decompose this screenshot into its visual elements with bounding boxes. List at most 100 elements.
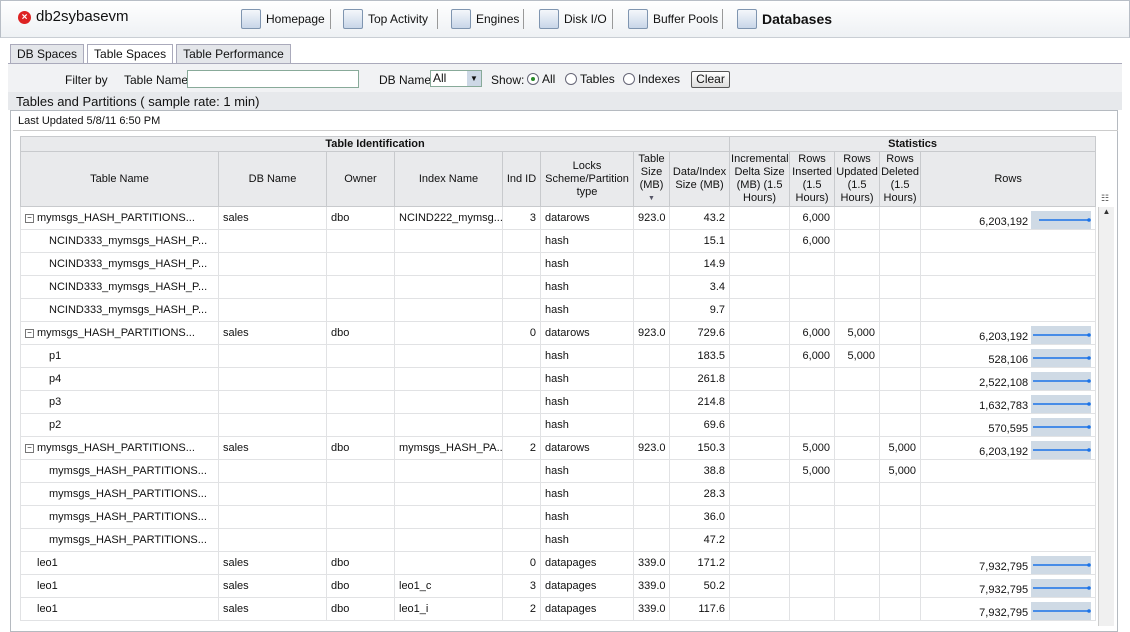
scrollbar[interactable]: ▲	[1098, 207, 1114, 626]
scroll-up[interactable]: ▲	[1102, 207, 1111, 216]
column-header[interactable]: Data/Index Size (MB)	[668, 151, 731, 207]
nav-item[interactable]: Engines	[451, 9, 519, 29]
table-cell	[834, 597, 881, 621]
table-row[interactable]: NCIND333_mymsgs_HASH_P... hash 15.1 6,000	[20, 229, 1097, 253]
radio-option[interactable]: Indexes	[623, 72, 680, 86]
table-row[interactable]: leo1 sales dbo leo1_c 3 datapages 339.0 50.2 7,9…	[20, 574, 1097, 598]
column-header[interactable]: Rows	[920, 151, 1097, 207]
cell-text: 729.6	[697, 327, 726, 339]
table-row[interactable]: p1 hash 183.5 6,000 5,000 528,106	[20, 344, 1097, 368]
nav-item[interactable]: Disk I/O	[539, 9, 607, 29]
column-header[interactable]: Table Name	[20, 151, 219, 207]
column-header[interactable]: Rows Deleted (1.5 Hours)	[879, 151, 922, 207]
cell-text: 3	[529, 212, 536, 224]
table-cell: datapages	[540, 551, 634, 575]
table-row[interactable]: − mymsgs_HASH_PARTITIONS... sales dbo 0 datar…	[20, 321, 1097, 345]
tab[interactable]: Table Performance	[176, 44, 291, 64]
table-cell	[920, 482, 1097, 506]
table-cell: leo1	[20, 574, 219, 598]
column-header[interactable]: Table Size (MB) ▼	[633, 151, 670, 207]
nav-separator	[523, 9, 524, 29]
column-header[interactable]: DB Name	[218, 151, 327, 207]
cell-text: 43.2	[703, 212, 726, 224]
radio-option[interactable]: All	[527, 72, 555, 86]
table-cell	[326, 505, 395, 529]
sparkline	[1031, 602, 1092, 620]
table-cell: 214.8	[668, 390, 731, 414]
table-cell: leo1_i	[394, 597, 503, 621]
column-header[interactable]: Locks Scheme/Partition type	[540, 151, 634, 207]
table-row[interactable]: p4 hash 261.8 2,522,108	[20, 367, 1097, 391]
table-cell	[729, 528, 791, 552]
radio-button[interactable]	[527, 73, 539, 85]
table-cell: 183.5	[668, 344, 731, 368]
table-cell: datarows	[540, 321, 634, 345]
cell-text: NCIND333_mymsgs_HASH_P...	[49, 235, 208, 247]
expand-toggle[interactable]: −	[25, 329, 34, 338]
table-row[interactable]: − mymsgs_HASH_PARTITIONS... sales dbo NCIND2…	[20, 206, 1097, 230]
table-cell	[502, 229, 541, 253]
radio-button[interactable]	[623, 73, 635, 85]
nav-icon	[737, 9, 757, 29]
rows-cell: 7,932,795	[925, 553, 1092, 574]
nav-item[interactable]: Top Activity	[343, 9, 428, 29]
db-name-select[interactable]: All ▼	[430, 70, 482, 87]
tab[interactable]: Table Spaces	[87, 44, 174, 64]
rows-cell: 1,632,783	[925, 392, 1092, 413]
table-row[interactable]: mymsgs_HASH_PARTITIONS... hash 36.0	[20, 505, 1097, 529]
radio-label: All	[542, 72, 556, 86]
column-menu-icon[interactable]: ☷	[1101, 193, 1110, 203]
table-cell: 2	[502, 436, 541, 460]
table-cell: 9.7	[668, 298, 731, 322]
column-header[interactable]: Rows Updated (1.5 Hours)	[834, 151, 881, 207]
close-icon[interactable]: ×	[18, 11, 31, 24]
table-cell: dbo	[326, 574, 395, 598]
table-cell	[729, 551, 791, 575]
nav-item[interactable]: Homepage	[241, 9, 325, 29]
table-row[interactable]: mymsgs_HASH_PARTITIONS... hash 28.3	[20, 482, 1097, 506]
column-header[interactable]: Owner	[326, 151, 395, 207]
table-row[interactable]: leo1 sales dbo leo1_i 2 datapages 339.0 117.6 7,…	[20, 597, 1097, 621]
table-cell: NCIND333_mymsgs_HASH_P...	[20, 275, 219, 299]
radio-option[interactable]: Tables	[565, 72, 615, 86]
table-cell	[326, 413, 395, 437]
table-cell	[834, 298, 881, 322]
clear-button[interactable]: Clear	[691, 71, 730, 88]
tab[interactable]: DB Spaces	[10, 44, 85, 64]
expand-toggle[interactable]: −	[25, 214, 34, 223]
table-cell: sales	[218, 574, 327, 598]
table-cell	[394, 252, 503, 276]
table-row[interactable]: NCIND333_mymsgs_HASH_P... hash 9.7	[20, 298, 1097, 322]
nav-item[interactable]: Buffer Pools	[628, 9, 718, 29]
table-cell: 50.2	[668, 574, 731, 598]
table-row[interactable]: NCIND333_mymsgs_HASH_P... hash 3.4	[20, 275, 1097, 299]
table-cell: sales	[218, 206, 327, 230]
table-cell	[729, 321, 791, 345]
column-header-label: Data/Index Size (MB)	[672, 166, 727, 191]
column-header[interactable]: Ind ID	[502, 151, 541, 207]
table-row[interactable]: p2 hash 69.6 570,595	[20, 413, 1097, 437]
cell-text: 36.0	[703, 511, 726, 523]
table-row[interactable]: NCIND333_mymsgs_HASH_P... hash 14.9	[20, 252, 1097, 276]
table-cell	[789, 528, 836, 552]
group-header: Statistics	[729, 136, 1097, 152]
table-row[interactable]: − mymsgs_HASH_PARTITIONS... sales dbo mymsgs…	[20, 436, 1097, 460]
table-cell	[879, 344, 922, 368]
table-row[interactable]: mymsgs_HASH_PARTITIONS... hash 38.8 5,000 5,…	[20, 459, 1097, 483]
table-name-input[interactable]	[187, 70, 359, 88]
cell-text: 117.6	[698, 603, 726, 615]
expand-toggle[interactable]: −	[25, 444, 34, 453]
table-row[interactable]: mymsgs_HASH_PARTITIONS... hash 47.2	[20, 528, 1097, 552]
radio-button[interactable]	[565, 73, 577, 85]
table-cell	[218, 413, 327, 437]
column-header[interactable]: Rows Inserted (1.5 Hours)	[789, 151, 836, 207]
cell-text: 2	[529, 442, 536, 454]
table-row[interactable]: p3 hash 214.8 1,632,783	[20, 390, 1097, 414]
column-header[interactable]: Incremental Delta Size (MB) (1.5 Hours)	[729, 151, 791, 207]
cell-text: datapages	[545, 580, 597, 592]
nav-item[interactable]: Databases	[737, 9, 832, 29]
table-cell	[834, 252, 881, 276]
column-header[interactable]: Index Name	[394, 151, 503, 207]
table-cell	[789, 298, 836, 322]
table-row[interactable]: leo1 sales dbo 0 datapages 339.0 171.2 7,932,79…	[20, 551, 1097, 575]
